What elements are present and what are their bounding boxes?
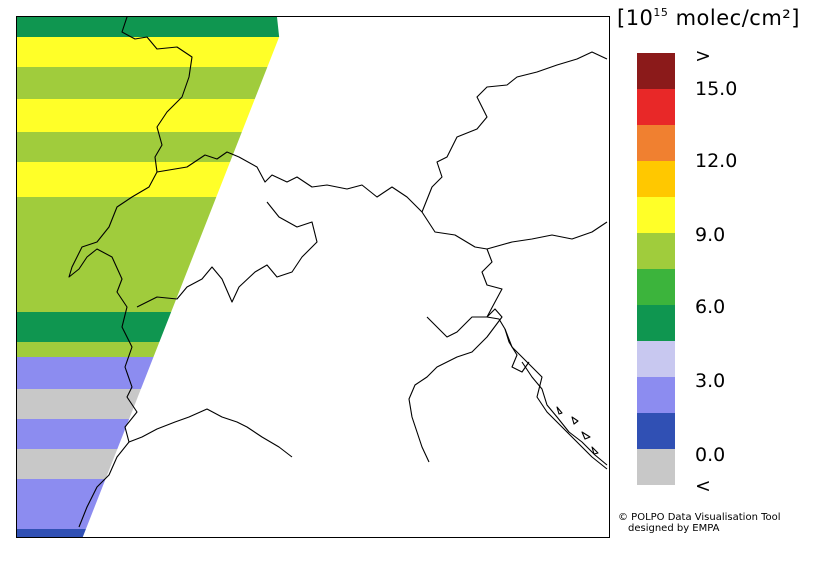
legend-swatch	[637, 197, 675, 233]
legend-tick-label: >	[695, 45, 711, 67]
france-germany-border	[68, 17, 193, 528]
swath-stripe	[17, 512, 93, 529]
legend-swatch	[637, 125, 675, 161]
legend-tick-label: 0.0	[695, 444, 726, 466]
unit-suffix: molec/cm²]	[668, 6, 800, 30]
swath-stripe	[17, 67, 268, 99]
swath-stripe	[17, 342, 160, 357]
legend-tick-label: 15.0	[695, 78, 738, 100]
legend-swatch	[637, 413, 675, 449]
swath-stripe	[17, 529, 86, 537]
unit-exponent: 15	[653, 6, 669, 19]
legend-swatch	[637, 305, 675, 341]
austria-italy-slovenia	[481, 248, 608, 470]
map-panel	[16, 16, 610, 538]
island-2	[581, 431, 591, 440]
germany-austria-border	[421, 51, 608, 213]
adriatic-coast	[408, 308, 503, 463]
swath-stripe	[17, 17, 280, 37]
legend-swatch	[637, 449, 675, 485]
legend-tick-label: <	[695, 475, 711, 497]
swath-stripe	[17, 162, 231, 197]
map-canvas	[17, 17, 608, 537]
legend-swatch	[637, 269, 675, 305]
swath-stripe	[17, 132, 242, 162]
swath-stripe	[17, 419, 130, 449]
island-3	[591, 446, 599, 455]
legend-swatch	[637, 377, 675, 413]
legend-swatch	[637, 341, 675, 377]
swath-stripe	[17, 449, 118, 479]
credit-line-1: © POLPO Data Visualisation Tool	[618, 512, 781, 523]
legend-swatch	[637, 53, 675, 89]
swath-stripe	[17, 37, 280, 67]
swiss-italy-border	[136, 201, 318, 308]
legend-swatch	[637, 161, 675, 197]
unit-label: [1015 molec/cm²]	[617, 6, 800, 30]
istria-coast	[504, 328, 530, 373]
legend-tick-label: 3.0	[695, 370, 726, 392]
island-4	[556, 406, 563, 415]
swath-stripe	[17, 479, 106, 512]
credit-text: © POLPO Data Visualisation Tool designed…	[618, 512, 781, 534]
unit-prefix: [10	[617, 6, 654, 30]
legend-tick-label: 12.0	[695, 150, 738, 172]
island-1	[571, 416, 579, 425]
legend-swatch	[637, 89, 675, 125]
satellite-swath	[17, 17, 280, 537]
legend-tick-label: 6.0	[695, 296, 726, 318]
swiss-border	[156, 151, 608, 250]
ligurian-coast	[128, 408, 293, 458]
dalmatian-coast	[521, 361, 608, 466]
credit-line-2: designed by EMPA	[628, 523, 720, 534]
swath-stripe	[17, 389, 141, 419]
swath-stripe	[17, 357, 154, 389]
swath-stripe	[17, 312, 172, 342]
swath-stripe	[17, 99, 255, 132]
swath-stripe	[17, 197, 217, 312]
color-legend	[637, 53, 675, 485]
legend-tick-label: 9.0	[695, 224, 726, 246]
country-borders	[68, 17, 608, 528]
legend-swatch	[637, 233, 675, 269]
